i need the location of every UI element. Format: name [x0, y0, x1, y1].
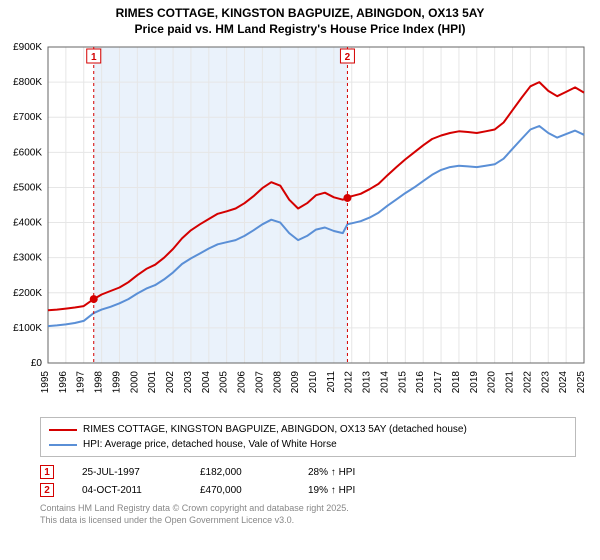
footer-line-2: This data is licensed under the Open Gov… [40, 515, 576, 527]
legend-swatch [49, 429, 77, 431]
svg-text:2001: 2001 [147, 371, 158, 394]
svg-text:£900K: £900K [13, 42, 42, 53]
svg-text:2025: 2025 [576, 371, 587, 394]
svg-text:2021: 2021 [505, 371, 516, 394]
svg-text:2005: 2005 [219, 371, 230, 394]
svg-text:2013: 2013 [362, 371, 373, 394]
svg-text:£0: £0 [31, 358, 43, 369]
svg-text:2012: 2012 [344, 371, 355, 394]
svg-text:2020: 2020 [487, 371, 498, 394]
svg-text:2023: 2023 [540, 371, 551, 394]
legend-label: HPI: Average price, detached house, Vale… [83, 437, 337, 452]
svg-text:£400K: £400K [13, 218, 42, 229]
svg-text:2024: 2024 [558, 371, 569, 394]
svg-text:2: 2 [345, 52, 351, 63]
svg-text:2007: 2007 [254, 371, 265, 394]
chart-area: £0 £100K £200K £300K £400K £500K £600K £700K £80… [0, 41, 600, 411]
chart-title: RIMES COTTAGE, KINGSTON BAGPUIZE, ABINGD… [0, 0, 600, 41]
svg-text:£500K: £500K [13, 183, 42, 194]
svg-text:2022: 2022 [522, 371, 533, 394]
svg-text:2000: 2000 [129, 371, 140, 394]
transaction-date: 25-JUL-1997 [82, 467, 172, 478]
legend: RIMES COTTAGE, KINGSTON BAGPUIZE, ABINGD… [40, 417, 576, 457]
svg-text:2004: 2004 [201, 371, 212, 394]
svg-text:2017: 2017 [433, 371, 444, 394]
svg-text:2019: 2019 [469, 371, 480, 394]
svg-text:1: 1 [91, 52, 97, 63]
svg-text:£200K: £200K [13, 288, 42, 299]
svg-text:£600K: £600K [13, 148, 42, 159]
svg-text:2018: 2018 [451, 371, 462, 394]
svg-text:2008: 2008 [272, 371, 283, 394]
svg-text:£100K: £100K [13, 323, 42, 334]
svg-text:1998: 1998 [94, 371, 105, 394]
svg-text:2003: 2003 [183, 371, 194, 394]
svg-text:£300K: £300K [13, 253, 42, 264]
line-chart-svg: £0 £100K £200K £300K £400K £500K £600K £700K £80… [0, 41, 600, 411]
legend-label: RIMES COTTAGE, KINGSTON BAGPUIZE, ABINGD… [83, 422, 467, 437]
transaction-delta: 28% ↑ HPI [308, 467, 355, 478]
transaction-row: 2 04-OCT-2011 £470,000 19% ↑ HPI [40, 481, 576, 499]
svg-text:2010: 2010 [308, 371, 319, 394]
transaction-price: £470,000 [200, 485, 280, 496]
title-line-1: RIMES COTTAGE, KINGSTON BAGPUIZE, ABINGD… [0, 6, 600, 22]
footer-line-1: Contains HM Land Registry data © Crown c… [40, 503, 576, 515]
svg-text:£700K: £700K [13, 112, 42, 123]
svg-text:1997: 1997 [76, 371, 87, 394]
transaction-delta: 19% ↑ HPI [308, 485, 355, 496]
svg-text:1995: 1995 [40, 371, 51, 394]
transaction-price: £182,000 [200, 467, 280, 478]
transaction-marker: 1 [40, 465, 54, 479]
footer-attribution: Contains HM Land Registry data © Crown c… [40, 503, 576, 526]
svg-text:2002: 2002 [165, 371, 176, 394]
legend-item: HPI: Average price, detached house, Vale… [49, 437, 567, 452]
transaction-date: 04-OCT-2011 [82, 485, 172, 496]
svg-text:2011: 2011 [326, 371, 337, 393]
transactions-table: 1 25-JUL-1997 £182,000 28% ↑ HPI 2 04-OCT-201… [40, 463, 576, 499]
legend-swatch [49, 444, 77, 446]
transaction-row: 1 25-JUL-1997 £182,000 28% ↑ HPI [40, 463, 576, 481]
svg-text:2015: 2015 [397, 371, 408, 394]
transaction-marker: 2 [40, 483, 54, 497]
svg-text:2006: 2006 [237, 371, 248, 394]
title-line-2: Price paid vs. HM Land Registry's House … [0, 22, 600, 38]
svg-text:1999: 1999 [111, 371, 122, 394]
svg-text:£800K: £800K [13, 77, 42, 88]
svg-text:2016: 2016 [415, 371, 426, 394]
svg-text:2009: 2009 [290, 371, 301, 394]
legend-item: RIMES COTTAGE, KINGSTON BAGPUIZE, ABINGD… [49, 422, 567, 437]
svg-text:2014: 2014 [379, 371, 390, 394]
svg-text:1996: 1996 [58, 371, 69, 394]
